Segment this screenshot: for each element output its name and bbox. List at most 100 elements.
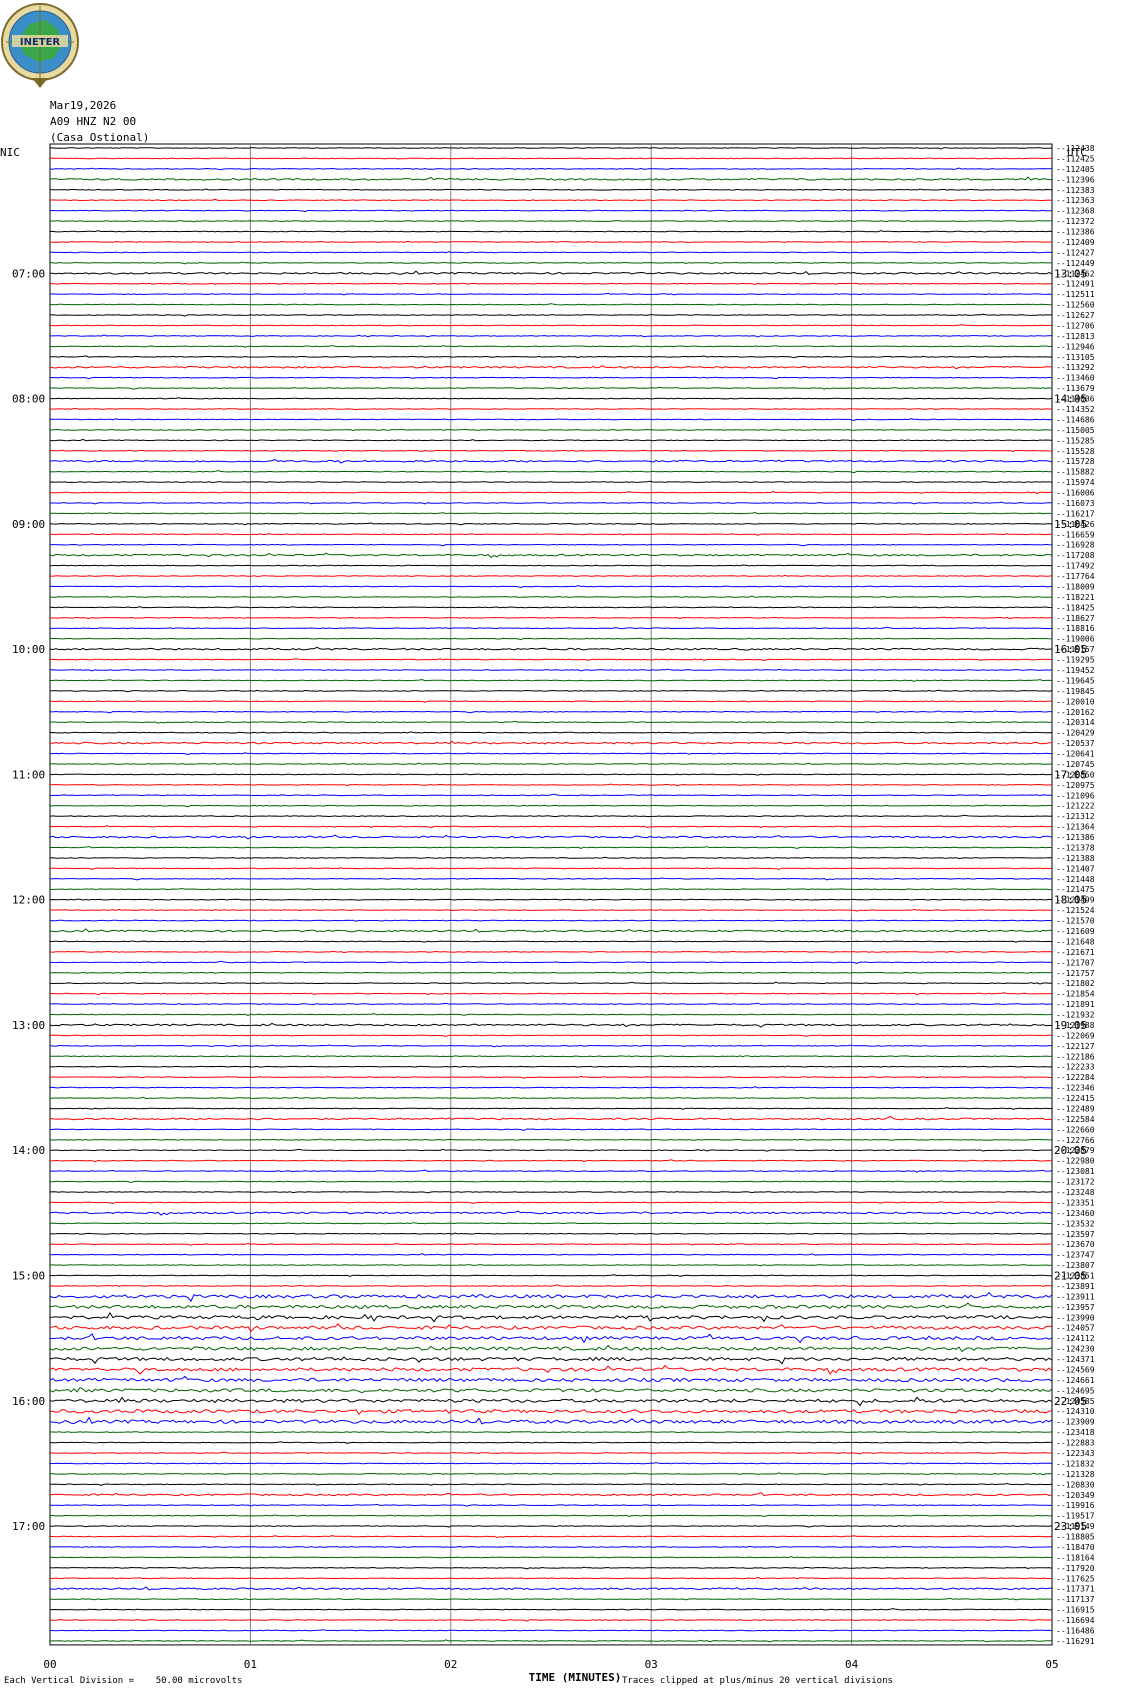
trace-row-10 xyxy=(49,251,1053,254)
trace-mean-label: --112383 xyxy=(1056,186,1095,195)
trace-row-115 xyxy=(49,1344,1053,1353)
trace-row-87 xyxy=(49,1055,1053,1058)
trace-mean-label: --114006 xyxy=(1056,395,1095,404)
clip-note: Traces clipped at plus/minus 20 vertical… xyxy=(622,1676,893,1686)
trace-mean-label: --119645 xyxy=(1056,676,1095,685)
trace-row-20 xyxy=(50,355,1053,359)
trace-row-50 xyxy=(49,668,1053,672)
trace-mean-label: --121096 xyxy=(1056,791,1095,800)
trace-row-113 xyxy=(49,1323,1052,1333)
trace-mean-label: --121378 xyxy=(1056,844,1095,853)
trace-mean-label: --112560 xyxy=(1056,301,1095,310)
trace-row-121 xyxy=(49,1408,1053,1416)
trace-row-85 xyxy=(49,1034,1053,1037)
trace-row-44 xyxy=(49,606,1053,609)
trace-mean-label: --116291 xyxy=(1056,1637,1095,1646)
trace-row-17 xyxy=(49,324,1052,327)
trace-mean-label: --119845 xyxy=(1056,687,1095,696)
trace-mean-label: --123081 xyxy=(1056,1167,1095,1176)
trace-row-96 xyxy=(50,1148,1052,1152)
trace-mean-label: --123851 xyxy=(1056,1272,1095,1281)
left-time-label: 12:00 xyxy=(12,894,45,907)
trace-mean-label: --123351 xyxy=(1056,1198,1095,1207)
right-time-label: 14:05 xyxy=(1054,393,1087,406)
trace-row-69 xyxy=(49,867,1053,870)
trace-row-67 xyxy=(50,845,1053,849)
trace-row-99 xyxy=(49,1180,1053,1184)
trace-mean-label: --115974 xyxy=(1056,478,1095,487)
trace-mean-label: --113292 xyxy=(1056,363,1095,372)
trace-mean-label: --112438 xyxy=(1056,144,1095,153)
trace-row-57 xyxy=(49,740,1053,745)
trace-row-97 xyxy=(49,1159,1053,1163)
trace-mean-label: --124661 xyxy=(1056,1376,1095,1385)
trace-mean-label: --115728 xyxy=(1056,457,1095,466)
trace-mean-label: --119517 xyxy=(1056,1512,1095,1521)
trace-row-43 xyxy=(49,595,1053,598)
ineter-logo: INETER xyxy=(1,3,79,88)
trace-row-48 xyxy=(49,646,1052,651)
trace-mean-label: --122766 xyxy=(1056,1136,1095,1145)
trace-row-138 xyxy=(49,1586,1053,1591)
trace-row-140 xyxy=(50,1608,1053,1611)
trace-mean-label: --121388 xyxy=(1056,854,1095,863)
trace-mean-label: --116006 xyxy=(1056,489,1095,498)
trace-row-13 xyxy=(49,282,1053,285)
left-time-label: 07:00 xyxy=(12,267,45,280)
trace-mean-label: --122879 xyxy=(1056,1146,1095,1155)
trace-row-71 xyxy=(49,887,1052,891)
trace-row-19 xyxy=(49,344,1053,348)
trace-mean-label: --122069 xyxy=(1056,1031,1095,1040)
trace-row-24 xyxy=(50,397,1053,400)
trace-mean-label: --121448 xyxy=(1056,875,1095,884)
trace-row-72 xyxy=(49,898,1053,901)
trace-mean-label: --124112 xyxy=(1056,1334,1095,1343)
right-time-label: 15:05 xyxy=(1054,518,1087,531)
seismic-traces xyxy=(49,147,1053,1643)
trace-row-134 xyxy=(49,1545,1053,1549)
left-time-label: 09:00 xyxy=(12,518,45,531)
trace-row-26 xyxy=(49,418,1053,422)
trace-mean-label: --124695 xyxy=(1056,1386,1095,1395)
trace-mean-label: --112946 xyxy=(1056,342,1095,351)
trace-row-89 xyxy=(49,1075,1052,1079)
trace-row-59 xyxy=(49,762,1053,765)
trace-row-107 xyxy=(49,1264,1053,1267)
trace-row-6 xyxy=(49,209,1053,213)
trace-mean-label: --112427 xyxy=(1056,248,1095,257)
trace-mean-label: --121475 xyxy=(1056,885,1095,894)
trace-mean-label: --112449 xyxy=(1056,259,1095,268)
trace-row-37 xyxy=(49,533,1053,536)
trace-row-75 xyxy=(49,928,1053,933)
right-time-label: 13:05 xyxy=(1054,267,1087,280)
trace-mean-label: --121407 xyxy=(1056,864,1095,873)
trace-mean-label: --120010 xyxy=(1056,697,1095,706)
trace-row-39 xyxy=(49,552,1053,559)
trace-row-84 xyxy=(49,1022,1052,1028)
trace-mean-label: --118221 xyxy=(1056,593,1095,602)
trace-mean-label: --122415 xyxy=(1056,1094,1095,1103)
trace-row-35 xyxy=(49,511,1052,515)
trace-row-46 xyxy=(49,626,1053,630)
trace-mean-label: --124230 xyxy=(1056,1345,1095,1354)
trace-row-53 xyxy=(49,700,1053,703)
trace-mean-label: --120314 xyxy=(1056,718,1095,727)
trace-row-2 xyxy=(49,167,1053,171)
trace-mean-label: --124371 xyxy=(1056,1355,1095,1364)
trace-row-124 xyxy=(49,1441,1053,1444)
trace-mean-label: --122343 xyxy=(1056,1449,1095,1458)
trace-mean-label: --118805 xyxy=(1056,1533,1095,1542)
trace-mean-label: --120850 xyxy=(1056,770,1095,779)
trace-mean-label: --116659 xyxy=(1056,530,1095,539)
trace-row-90 xyxy=(49,1086,1052,1089)
trace-mean-label: --119916 xyxy=(1056,1501,1095,1510)
trace-row-63 xyxy=(49,804,1053,808)
trace-row-114 xyxy=(49,1333,1053,1344)
trace-mean-label: --122127 xyxy=(1056,1042,1095,1051)
trace-row-66 xyxy=(49,834,1053,840)
trace-row-141 xyxy=(49,1619,1053,1622)
trace-mean-label: --113679 xyxy=(1056,384,1095,393)
trace-mean-label: --124057 xyxy=(1056,1324,1095,1333)
trace-mean-label: --121832 xyxy=(1056,1459,1095,1468)
trace-mean-label: --122660 xyxy=(1056,1125,1095,1134)
